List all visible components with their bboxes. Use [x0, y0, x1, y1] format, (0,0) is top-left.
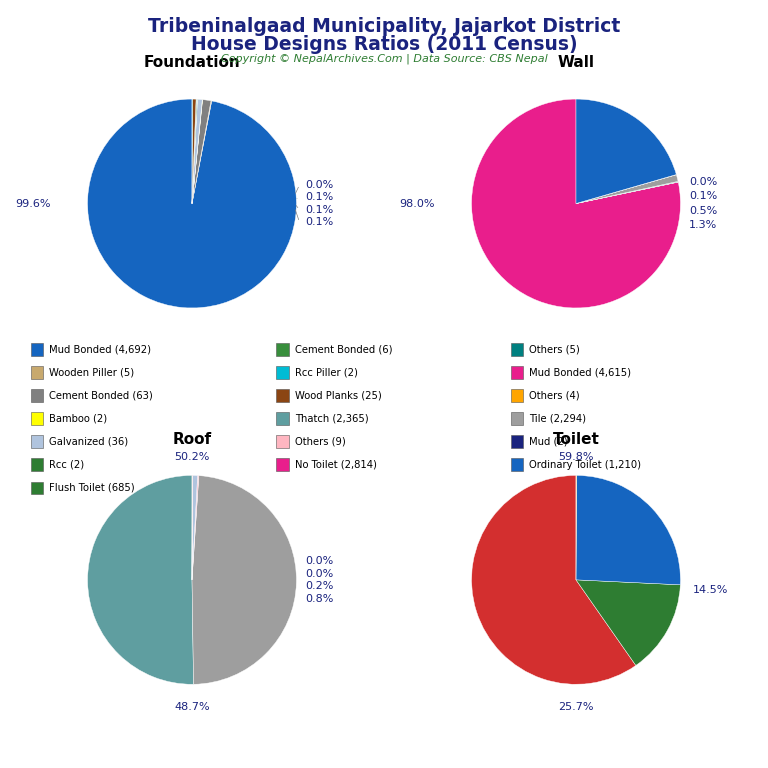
Text: No Toilet (2,814): No Toilet (2,814)	[295, 459, 377, 470]
Text: 0.0%: 0.0%	[305, 180, 333, 190]
Wedge shape	[576, 174, 677, 204]
Text: Rcc Piller (2): Rcc Piller (2)	[295, 367, 358, 378]
Text: 25.7%: 25.7%	[558, 702, 594, 712]
Text: Tribeninalgaad Municipality, Jajarkot District: Tribeninalgaad Municipality, Jajarkot Di…	[148, 17, 620, 36]
Text: Cement Bonded (6): Cement Bonded (6)	[295, 344, 392, 355]
Text: 98.0%: 98.0%	[399, 198, 435, 209]
Wedge shape	[88, 475, 194, 684]
Text: Others (9): Others (9)	[295, 436, 346, 447]
Text: Mud Bonded (4,615): Mud Bonded (4,615)	[529, 367, 631, 378]
Wedge shape	[576, 181, 678, 204]
Wedge shape	[576, 182, 678, 204]
Wedge shape	[192, 99, 197, 204]
Text: Galvanized (36): Galvanized (36)	[49, 436, 128, 447]
Title: Toilet: Toilet	[552, 432, 600, 447]
Text: 0.0%: 0.0%	[689, 177, 717, 187]
Text: Copyright © NepalArchives.Com | Data Source: CBS Nepal: Copyright © NepalArchives.Com | Data Sou…	[220, 54, 548, 65]
Wedge shape	[192, 100, 211, 204]
Text: 59.8%: 59.8%	[558, 452, 594, 462]
Wedge shape	[576, 580, 680, 665]
Title: Wall: Wall	[558, 55, 594, 71]
Text: Others (4): Others (4)	[529, 390, 580, 401]
Text: Mud (2): Mud (2)	[529, 436, 568, 447]
Wedge shape	[192, 99, 197, 204]
Text: House Designs Ratios (2011 Census): House Designs Ratios (2011 Census)	[190, 35, 578, 54]
Wedge shape	[576, 175, 678, 204]
Text: 0.0%: 0.0%	[305, 568, 333, 578]
Text: 0.1%: 0.1%	[305, 192, 333, 202]
Text: 50.2%: 50.2%	[174, 452, 210, 462]
Text: 0.1%: 0.1%	[305, 205, 333, 215]
Text: Wooden Piller (5): Wooden Piller (5)	[49, 367, 134, 378]
Text: Bamboo (2): Bamboo (2)	[49, 413, 108, 424]
Wedge shape	[472, 99, 680, 308]
Wedge shape	[192, 475, 296, 684]
Text: Others (5): Others (5)	[529, 344, 580, 355]
Title: Foundation: Foundation	[144, 55, 240, 71]
Text: 0.5%: 0.5%	[689, 206, 717, 216]
Wedge shape	[576, 475, 680, 584]
Text: Ordinary Toilet (1,210): Ordinary Toilet (1,210)	[529, 459, 641, 470]
Wedge shape	[192, 100, 203, 204]
Text: Mud Bonded (4,692): Mud Bonded (4,692)	[49, 344, 151, 355]
Text: Rcc (2): Rcc (2)	[49, 459, 84, 470]
Text: 48.7%: 48.7%	[174, 702, 210, 712]
Wedge shape	[576, 99, 677, 204]
Title: Roof: Roof	[173, 432, 211, 447]
Text: Tile (2,294): Tile (2,294)	[529, 413, 586, 424]
Text: 1.3%: 1.3%	[689, 220, 717, 230]
Text: Thatch (2,365): Thatch (2,365)	[295, 413, 369, 424]
Wedge shape	[192, 475, 199, 580]
Text: 0.2%: 0.2%	[305, 581, 333, 591]
Text: 0.1%: 0.1%	[305, 217, 333, 227]
Wedge shape	[192, 475, 197, 580]
Wedge shape	[192, 99, 202, 204]
Text: Wood Planks (25): Wood Planks (25)	[295, 390, 382, 401]
Text: Flush Toilet (685): Flush Toilet (685)	[49, 482, 134, 493]
Text: Cement Bonded (63): Cement Bonded (63)	[49, 390, 153, 401]
Text: 0.1%: 0.1%	[689, 191, 717, 201]
Text: 14.5%: 14.5%	[693, 585, 728, 595]
Text: 0.0%: 0.0%	[305, 556, 333, 566]
Text: 99.6%: 99.6%	[15, 198, 51, 209]
Wedge shape	[192, 101, 212, 204]
Text: 0.8%: 0.8%	[305, 594, 333, 604]
Wedge shape	[472, 475, 636, 684]
Wedge shape	[192, 99, 196, 204]
Wedge shape	[192, 99, 197, 204]
Wedge shape	[88, 99, 296, 308]
